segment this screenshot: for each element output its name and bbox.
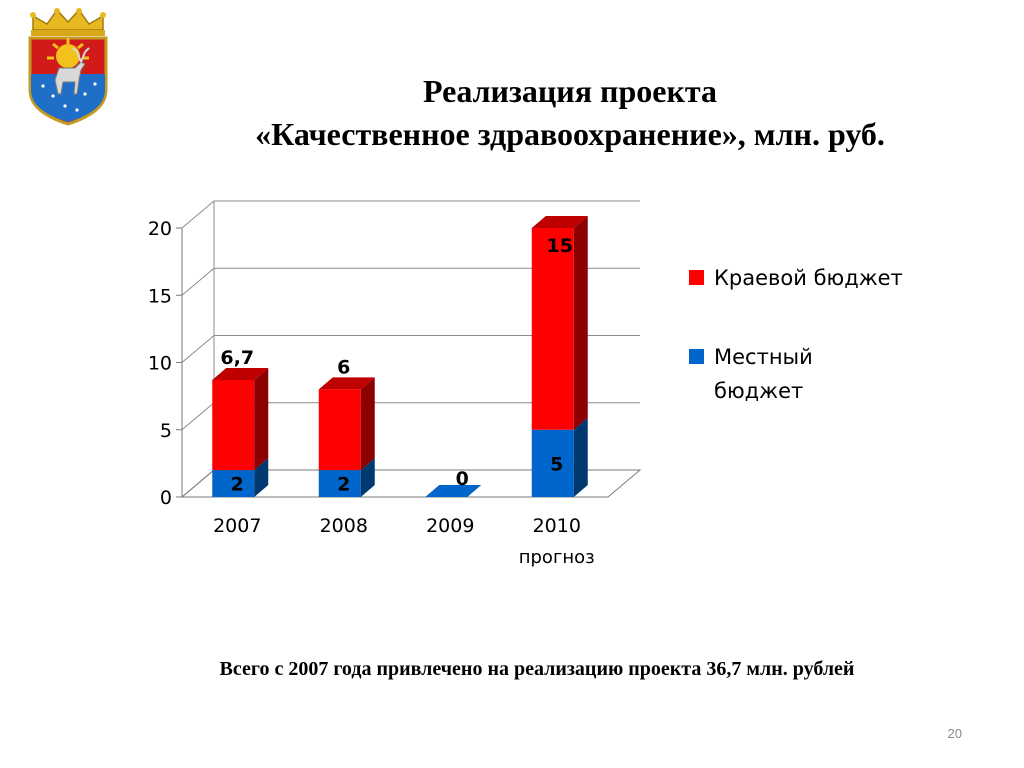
bar-group-2008: 26 — [318, 356, 375, 497]
bar-regional-2010 — [531, 216, 588, 430]
chart-plot-area: 0510152026,72007262008020095152010прогно… — [148, 200, 642, 568]
bar-regional-2008-front — [318, 389, 361, 471]
legend-label-0: Краевой бюджет — [714, 266, 903, 290]
gridline-depth — [181, 402, 215, 431]
legend-swatch-1 — [689, 349, 704, 364]
data-label-regional-2007: 6,7 — [220, 347, 254, 369]
bar-regional-2010-side — [573, 216, 588, 430]
x-tick-sublabel-2010: прогноз — [519, 547, 595, 568]
data-label-local-2007: 2 — [231, 474, 244, 496]
chart-legend: Краевой бюджет Местный бюджет — [689, 266, 903, 403]
bar-local-2007-side — [254, 458, 269, 497]
y-tick-label: 0 — [160, 487, 172, 509]
data-label-local-2010: 5 — [550, 453, 563, 475]
bar-group-2009: 0 — [425, 468, 482, 497]
x-tick-label-2010: 2010 — [533, 515, 581, 537]
data-label-regional-2010: 15 — [547, 235, 573, 257]
bar-local-2010 — [531, 417, 588, 497]
y-tick-label: 5 — [160, 420, 172, 442]
legend-swatch-0 — [689, 270, 704, 285]
bar-group-2007: 26,7 — [212, 347, 269, 497]
bar-local-2008-side — [360, 458, 375, 497]
bar-group-2010: 5 15 — [531, 216, 588, 497]
bar-regional-2008 — [318, 377, 375, 471]
bar-top-2007 — [212, 367, 269, 380]
page-number: 20 — [947, 726, 962, 741]
bar-local-2010-front — [531, 429, 574, 497]
x-tick-label-2007: 2007 — [213, 515, 261, 537]
bar-local-2007 — [212, 458, 269, 497]
stacked-bar-chart: 0510152026,72007262008020095152010прогно… — [148, 200, 903, 568]
bar-regional-2007-side — [254, 367, 269, 471]
gridline-depth — [181, 335, 215, 363]
y-tick-label: 10 — [148, 353, 172, 375]
bar-regional-2007 — [212, 367, 269, 471]
title-line-2: «Качественное здравоохранение», млн. руб… — [255, 116, 885, 152]
legend-label-1-line2: бюджет — [714, 379, 803, 403]
coat-of-arms-icon — [28, 8, 108, 126]
bar-regional-2010-front — [531, 228, 574, 430]
slide-title: Реализация проекта «Качественное здравоо… — [170, 70, 970, 156]
data-label-local-2008: 2 — [337, 474, 350, 496]
bar-local-2008-front — [318, 470, 361, 497]
bar-local-2007-front — [212, 470, 255, 497]
y-tick-label: 20 — [148, 218, 172, 240]
title-line-1: Реализация проекта — [422, 73, 718, 109]
footer-summary: Всего с 2007 года привлечено на реализац… — [219, 658, 855, 680]
bar-top-2008 — [318, 377, 375, 390]
x-tick-label-2009: 2009 — [426, 515, 474, 537]
y-tick-label: 15 — [148, 285, 172, 307]
data-label-regional-2008: 6 — [337, 356, 350, 378]
bar-regional-2007-front — [212, 379, 255, 471]
bar-local-2009 — [425, 485, 482, 497]
x-tick-label-2008: 2008 — [320, 515, 368, 537]
data-label-local-2009: 0 — [456, 468, 469, 490]
legend-label-1: Местный — [714, 345, 813, 369]
bar-local-2008 — [318, 458, 375, 497]
bar-local-2010-side — [573, 417, 588, 497]
gridline-depth — [181, 200, 215, 229]
bar-regional-2008-side — [360, 377, 375, 471]
bar-top-2010 — [531, 216, 588, 228]
gridline-depth — [181, 267, 215, 296]
